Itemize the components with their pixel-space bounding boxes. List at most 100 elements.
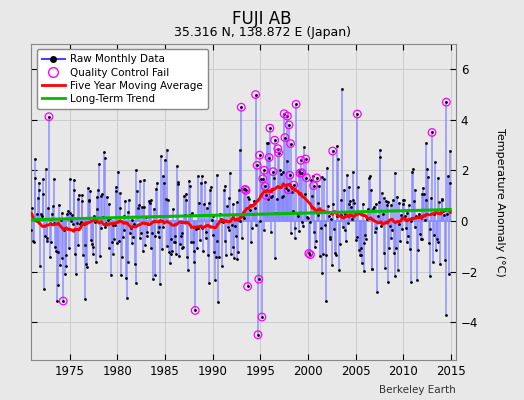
Point xyxy=(260,167,268,174)
Point xyxy=(243,205,251,211)
Point xyxy=(319,250,328,257)
Point xyxy=(90,213,99,219)
Point xyxy=(340,187,348,194)
Point xyxy=(278,194,286,201)
Point xyxy=(34,195,42,202)
Point xyxy=(435,199,443,205)
Point xyxy=(68,212,76,218)
Point xyxy=(51,244,60,250)
Point xyxy=(281,134,289,141)
Point xyxy=(235,187,243,193)
Point xyxy=(151,232,160,239)
Point xyxy=(227,251,235,257)
Point xyxy=(69,221,77,227)
Point xyxy=(86,187,94,194)
Point xyxy=(372,201,380,208)
Point xyxy=(209,232,217,238)
Point xyxy=(93,206,102,212)
Point xyxy=(138,204,146,210)
Point xyxy=(95,253,104,260)
Point xyxy=(124,259,132,265)
Point xyxy=(160,180,168,186)
Point xyxy=(306,251,314,258)
Point xyxy=(407,218,415,224)
Point xyxy=(285,122,293,128)
Point xyxy=(179,244,188,251)
Point xyxy=(49,203,57,210)
Point xyxy=(155,224,163,230)
Point xyxy=(373,288,381,295)
Point xyxy=(237,104,245,110)
Point xyxy=(59,298,68,304)
Point xyxy=(185,212,194,218)
Point xyxy=(71,250,79,257)
Point xyxy=(305,219,314,225)
Point xyxy=(409,166,417,172)
Point xyxy=(123,294,131,301)
Point xyxy=(166,260,174,266)
Point xyxy=(213,238,222,244)
Point xyxy=(143,229,151,236)
Point xyxy=(307,177,315,184)
Point xyxy=(73,195,82,202)
Point xyxy=(105,201,114,208)
Point xyxy=(296,170,304,176)
Point xyxy=(259,227,268,233)
Point xyxy=(118,254,126,260)
Point xyxy=(204,252,212,258)
Point xyxy=(50,176,59,182)
Point xyxy=(306,251,314,258)
Point xyxy=(189,259,198,265)
Point xyxy=(112,184,120,191)
Point xyxy=(293,213,302,219)
Point xyxy=(345,184,354,191)
Point xyxy=(272,210,280,217)
Point xyxy=(207,184,215,190)
Point xyxy=(56,262,64,268)
Point xyxy=(228,244,237,250)
Point xyxy=(64,208,72,214)
Point xyxy=(238,235,246,242)
Point xyxy=(300,144,308,150)
Point xyxy=(427,194,435,201)
Point xyxy=(387,202,395,208)
Point xyxy=(156,281,165,287)
Point xyxy=(324,202,332,209)
Point xyxy=(48,210,56,217)
Point xyxy=(208,217,216,224)
Point xyxy=(428,129,436,136)
Point xyxy=(331,250,339,256)
Point xyxy=(428,129,436,136)
Point xyxy=(119,213,128,220)
Point xyxy=(367,266,376,272)
Point xyxy=(174,178,183,185)
Point xyxy=(405,202,413,208)
Point xyxy=(45,114,53,120)
Point xyxy=(395,221,403,228)
Point xyxy=(91,219,99,225)
Point xyxy=(170,239,179,245)
Point xyxy=(309,172,317,179)
Point xyxy=(302,174,311,181)
Point xyxy=(414,213,423,219)
Point xyxy=(170,239,178,245)
Point xyxy=(222,252,231,259)
Point xyxy=(255,276,263,282)
Point xyxy=(158,173,167,179)
Point xyxy=(76,221,84,227)
Point xyxy=(104,216,112,223)
Point xyxy=(199,248,208,254)
Point xyxy=(285,122,293,128)
Point xyxy=(442,99,451,105)
Point xyxy=(101,224,109,230)
Point xyxy=(155,234,163,240)
Point xyxy=(169,206,177,212)
Point xyxy=(246,207,254,214)
Point xyxy=(219,218,227,225)
Point xyxy=(226,170,234,176)
Point xyxy=(315,182,323,189)
Point xyxy=(424,174,432,180)
Point xyxy=(264,196,272,202)
Point xyxy=(196,236,204,243)
Point xyxy=(30,156,39,162)
